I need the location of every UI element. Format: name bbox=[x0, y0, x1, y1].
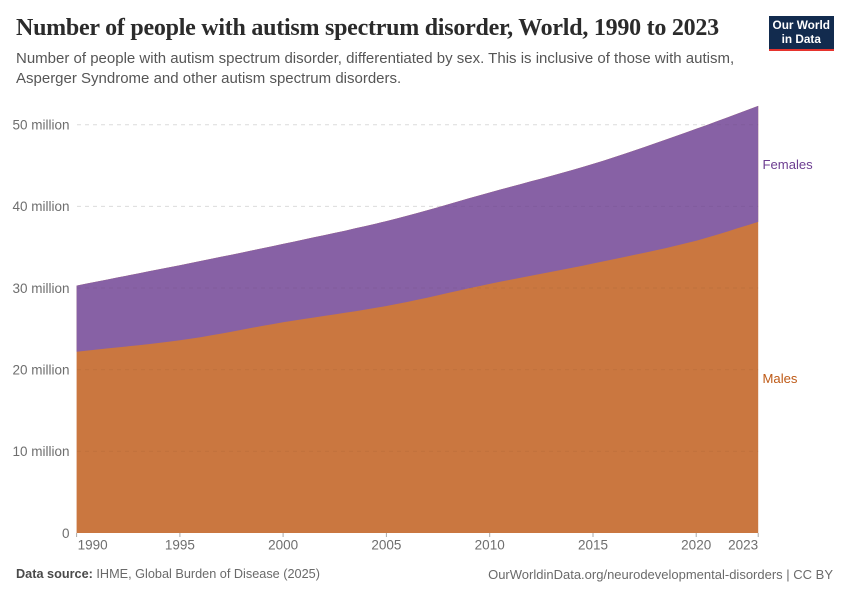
svg-text:2005: 2005 bbox=[371, 538, 401, 553]
svg-text:2010: 2010 bbox=[475, 538, 505, 553]
svg-text:20 million: 20 million bbox=[12, 363, 69, 378]
svg-text:50 million: 50 million bbox=[12, 118, 69, 133]
svg-text:40 million: 40 million bbox=[12, 199, 69, 214]
svg-text:Males: Males bbox=[763, 371, 798, 386]
svg-text:2023: 2023 bbox=[728, 538, 758, 553]
svg-text:1995: 1995 bbox=[165, 538, 195, 553]
svg-text:2020: 2020 bbox=[681, 538, 711, 553]
svg-text:30 million: 30 million bbox=[12, 281, 69, 296]
svg-text:Females: Females bbox=[763, 157, 814, 172]
svg-text:1990: 1990 bbox=[78, 538, 108, 553]
svg-text:10 million: 10 million bbox=[12, 444, 69, 459]
svg-text:0: 0 bbox=[62, 526, 70, 541]
svg-text:2015: 2015 bbox=[578, 538, 608, 553]
svg-text:2000: 2000 bbox=[268, 538, 298, 553]
